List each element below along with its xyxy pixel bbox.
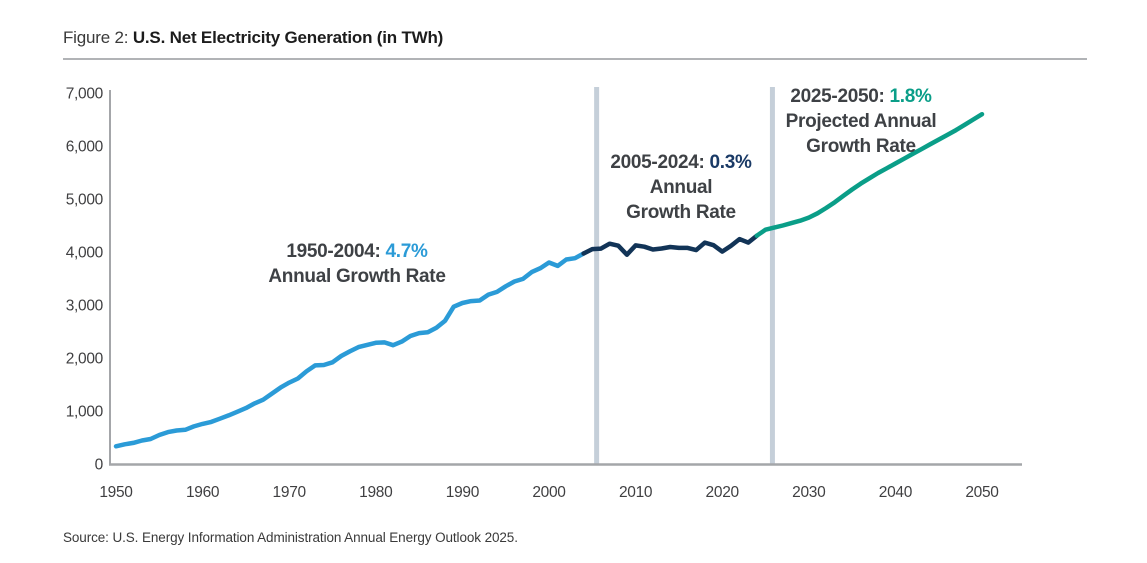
annotation-growth-rate: 4.7% (385, 241, 428, 262)
figure-title: U.S. Net Electricity Generation (in TWh) (132, 28, 444, 47)
header-divider-rule (63, 58, 1087, 60)
y-axis-tick-label: 7,000 (66, 86, 104, 103)
y-axis-tick-label: 5,000 (66, 192, 104, 209)
annotation-period: 1950-2004: (286, 241, 381, 262)
x-axis-tick-label: 2000 (532, 484, 566, 501)
figure-header: Figure 2: U.S. Net Electricity Generatio… (63, 28, 443, 48)
y-axis-tick-label: 2,000 (66, 351, 104, 368)
source-note: Source: U.S. Energy Information Administ… (63, 530, 518, 545)
figure-label: Figure 2: (63, 28, 129, 47)
x-axis-tick-label: 2030 (792, 484, 826, 501)
annotation-caption: Growth Rate (626, 202, 736, 223)
annotation-period: 2025-2050: (790, 86, 885, 107)
annotation-2005-2024: 2005-2024: 0.3% Annual Growth Rate (610, 150, 752, 225)
x-axis-tick-label: 1980 (359, 484, 393, 501)
annotation-growth-rate: 0.3% (709, 152, 752, 173)
x-axis-tick-label: 1990 (446, 484, 480, 501)
y-axis-tick-label: 6,000 (66, 139, 104, 156)
x-axis-tick-label: 2040 (879, 484, 913, 501)
annotation-headline: 1950-2004: 4.7% (268, 239, 445, 264)
annotation-growth-rate: 1.8% (889, 86, 932, 107)
series-line-2005-2024 (581, 233, 760, 257)
y-axis-tick-label: 3,000 (66, 298, 104, 315)
annotation-headline: 2005-2024: 0.3% (610, 150, 752, 175)
y-axis-tick-label: 0 (95, 457, 104, 474)
annotation-caption: Projected Annual (785, 111, 937, 132)
annotation-1950-2004: 1950-2004: 4.7% Annual Growth Rate (268, 239, 446, 289)
annotation-caption: Annual Growth Rate (268, 266, 446, 287)
series-line-2025-2050 (754, 111, 985, 238)
x-axis-tick-label: 2020 (706, 484, 740, 501)
x-axis-tick-label: 2050 (965, 484, 999, 501)
x-axis-tick-label: 2010 (619, 484, 653, 501)
x-axis-tick-label: 1950 (99, 484, 133, 501)
y-axis-tick-label: 4,000 (66, 245, 104, 262)
annotation-caption: Growth Rate (806, 136, 916, 157)
period-divider-bar (769, 87, 775, 465)
series-line-1950-2004 (113, 251, 586, 449)
y-axis-tick-label: 1,000 (66, 404, 104, 421)
x-axis-tick-label: 1970 (273, 484, 307, 501)
annotation-period: 2005-2024: (610, 152, 705, 173)
annotation-caption: Annual (649, 177, 713, 198)
annotation-2025-2050: 2025-2050: 1.8% Projected Annual Growth … (786, 84, 937, 159)
x-axis-tick-label: 1960 (186, 484, 220, 501)
period-divider-bar (594, 87, 600, 465)
annotation-headline: 2025-2050: 1.8% (786, 84, 937, 109)
